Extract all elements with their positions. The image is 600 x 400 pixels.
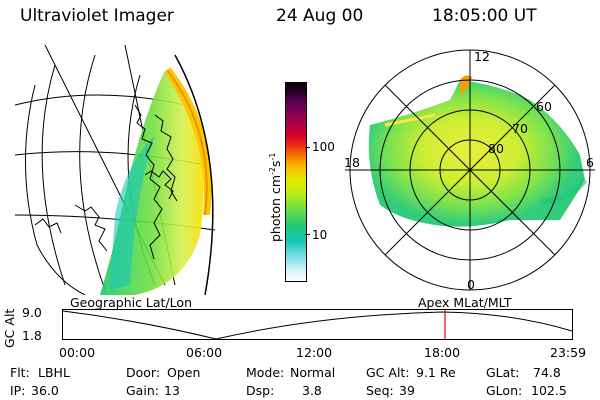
lat-label-70: 70 [512,121,528,136]
flt-value: LBHL [38,365,70,380]
mlt-label-12: 12 [474,49,490,64]
glon-value: 102.5 [531,383,567,398]
glat-label: GLat: [486,365,520,380]
gain-value: 13 [164,383,180,398]
colorbar-tick-mark [305,234,310,235]
flt-label: Flt: [10,365,30,380]
apex-panel-label: Apex MLat/MLT [418,295,512,310]
seq-value: 39 [399,383,415,398]
door-label: Door: [126,365,161,380]
colorbar [285,82,307,282]
mode-value: Normal [290,365,336,380]
gain-label: Gain: [126,383,159,398]
mode-label: Mode: [246,365,285,380]
altitude-xtick-0000: 00:00 [59,345,96,360]
colorbar-unit-label: photon cm-2s-1 [268,152,284,242]
altitude-xtick-1200: 12:00 [296,345,333,360]
altitude-ytick-min: 1.8 [22,328,42,343]
date-label: 24 Aug 00 [276,6,364,26]
colorbar-tick-10: 10 [312,228,328,242]
time-label: 18:05:00 UT [432,6,537,26]
colorbar-tick-mark [305,147,310,148]
gcalt-value: 9.1 Re [416,365,456,380]
glat-value: 74.8 [533,365,561,380]
geographic-map [15,45,216,295]
lat-label-80: 80 [488,141,504,156]
mlt-label-0: 0 [467,277,475,292]
instrument-title: Ultraviolet Imager [20,6,174,26]
lat-label-60: 60 [536,99,552,114]
glon-label: GLon: [486,383,523,398]
altitude-plot [62,309,573,340]
mlt-label-6: 6 [586,155,594,170]
dsp-value: 3.8 [302,383,322,398]
altitude-xtick-1800: 18:00 [424,345,461,360]
altitude-ylabel: GC Alt [2,308,17,348]
mlt-label-18: 18 [344,155,360,170]
altitude-ytick-max: 9.0 [22,305,42,320]
seq-label: Seq: [366,383,394,398]
altitude-xtick-0600: 06:00 [186,345,223,360]
ip-value: 36.0 [31,383,59,398]
altitude-xtick-2359: 23:59 [550,345,587,360]
colorbar-tick-100: 100 [312,140,335,154]
ip-label: IP: [10,383,26,398]
polar-plot: 12 18 6 0 60 70 80 [344,49,595,292]
gcalt-label: GC Alt: [366,365,410,380]
geographic-panel-label: Geographic Lat/Lon [70,295,192,310]
door-value: Open [167,365,201,380]
dsp-label: Dsp: [246,383,275,398]
